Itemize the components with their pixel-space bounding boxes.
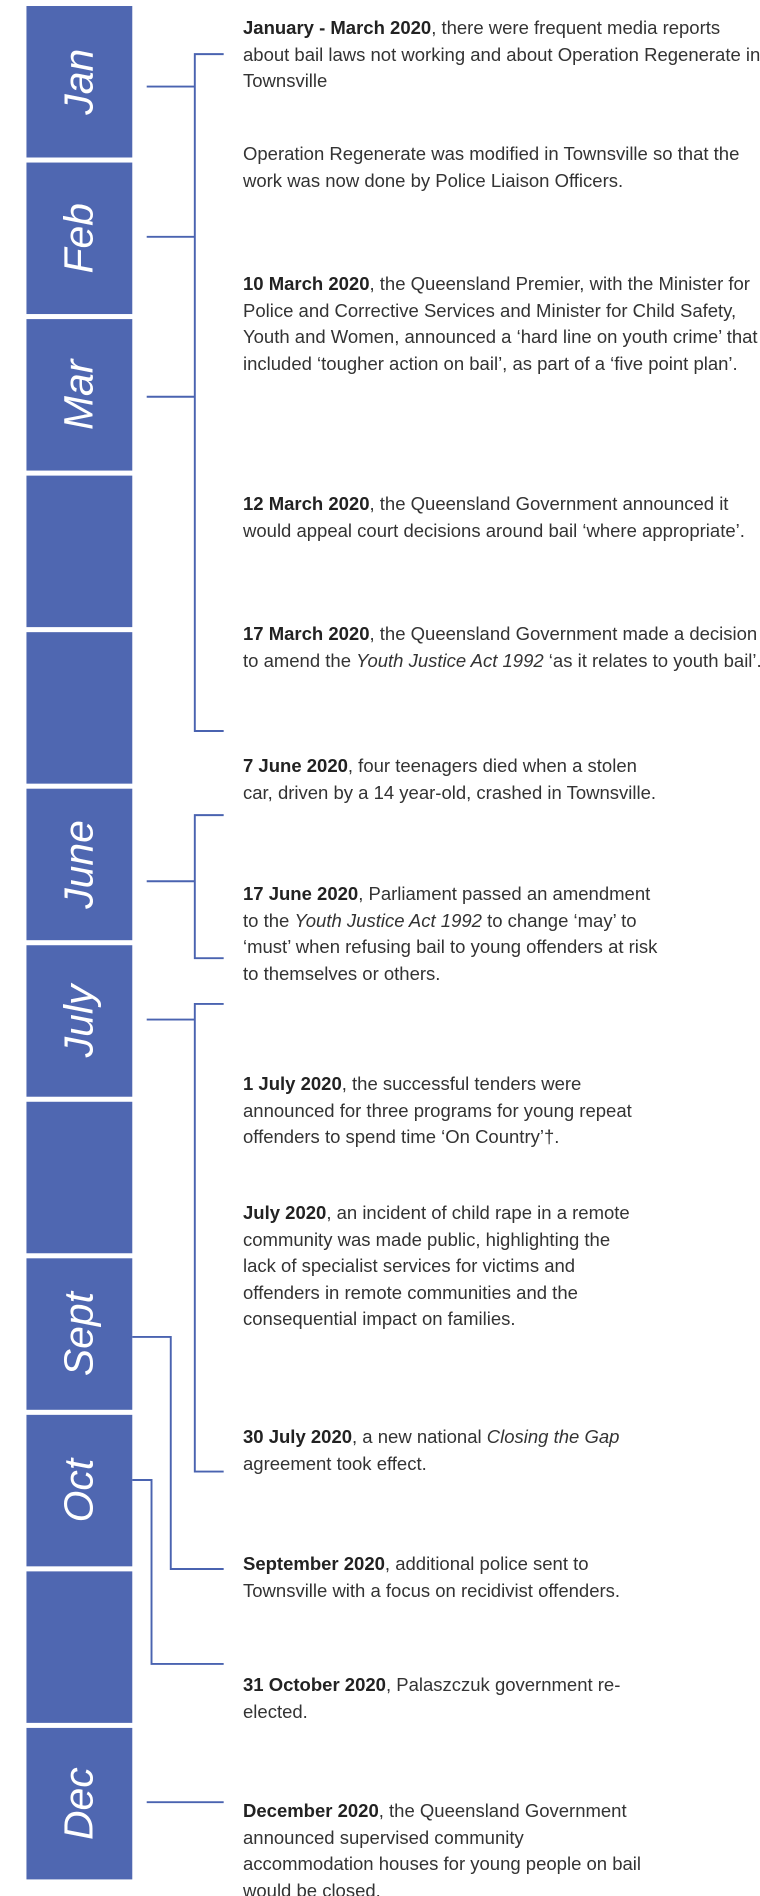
event-title-italic: Youth Justice Act 1992 bbox=[356, 649, 544, 671]
month-label: Sept bbox=[56, 1290, 102, 1376]
connector bbox=[132, 1335, 224, 1570]
event-entry: 1 July 2020, the successful tenders were… bbox=[243, 1071, 663, 1151]
month-block bbox=[26, 162, 133, 315]
event-text: , Parliament passed an amendment to the bbox=[243, 883, 651, 931]
month-label: June bbox=[56, 820, 102, 910]
connectors bbox=[132, 53, 224, 1804]
month-block bbox=[26, 1101, 133, 1254]
event-entry: Operation Regenerate was modified in Tow… bbox=[243, 141, 760, 194]
event-entry: January - March 2020, there were frequen… bbox=[243, 15, 760, 95]
event-text: , the successful tenders were announced … bbox=[243, 1073, 632, 1147]
event-entry: 17 March 2020, the Queensland Government… bbox=[243, 621, 760, 674]
month-block bbox=[26, 475, 133, 628]
month-block bbox=[26, 1414, 133, 1567]
event-text: , the Queensland Government announced su… bbox=[243, 1800, 642, 1896]
event-entry: September 2020, additional police sent t… bbox=[243, 1551, 663, 1604]
event-text: , there were frequent media reports abou… bbox=[243, 17, 760, 91]
event-entry: 7 June 2020, four teenagers died when a … bbox=[243, 753, 663, 806]
month-label: Oct bbox=[56, 1457, 102, 1522]
month-block bbox=[26, 1727, 133, 1880]
event-entry: July 2020, an incident of child rape in … bbox=[243, 1200, 638, 1333]
event-date: 31 October 2020 bbox=[243, 1674, 386, 1695]
event-text: , additional police sent to Townsville w… bbox=[243, 1553, 621, 1601]
event-text: , Palaszczuk government re-elected. bbox=[243, 1674, 621, 1722]
month-block bbox=[26, 319, 133, 471]
event-title-italic: Youth Justice Act 1992 bbox=[294, 909, 482, 931]
bracket bbox=[146, 53, 224, 732]
month-column: Jan Feb Mar June July Sept Oct Dec bbox=[26, 6, 133, 1880]
event-date: 12 March 2020 bbox=[243, 493, 370, 514]
event-text: ‘as it relates to youth bail’. bbox=[543, 649, 760, 671]
month-block bbox=[26, 632, 133, 784]
month-block bbox=[26, 6, 133, 158]
event-text: , an incident of child rape in a remote … bbox=[243, 1202, 630, 1329]
event-entry: December 2020, the Queensland Government… bbox=[243, 1798, 643, 1896]
bracket bbox=[146, 1002, 224, 1473]
event-date: 17 June 2020 bbox=[243, 883, 359, 904]
month-label: Feb bbox=[56, 203, 102, 273]
event-text: to change ‘may’ to ‘must’ when refusing … bbox=[243, 909, 658, 984]
month-label: Jan bbox=[56, 49, 102, 116]
event-date: 10 March 2020 bbox=[243, 273, 370, 294]
month-block bbox=[26, 1571, 133, 1723]
month-block bbox=[26, 1258, 133, 1410]
event-text: , the Queensland Government announced it… bbox=[243, 493, 745, 541]
event-text: agreement took effect. bbox=[243, 1452, 427, 1474]
event-entry: 31 October 2020, Palaszczuk government r… bbox=[243, 1672, 663, 1725]
event-text: , a new national bbox=[352, 1426, 487, 1447]
event-entry: 30 July 2020, a new national Closing the… bbox=[243, 1424, 683, 1477]
month-block bbox=[26, 945, 133, 1097]
event-text: Operation Regenerate was modified in Tow… bbox=[243, 143, 740, 191]
event-date: January - March 2020 bbox=[243, 17, 432, 38]
month-label: Mar bbox=[56, 358, 102, 430]
month-label: July bbox=[56, 982, 102, 1058]
event-entry: 10 March 2020, the Queensland Premier, w… bbox=[243, 271, 760, 377]
event-text: , the Queensland Government made a decis… bbox=[243, 623, 758, 671]
event-date: December 2020 bbox=[243, 1800, 379, 1821]
event-date: 17 March 2020 bbox=[243, 623, 370, 644]
event-entry: 12 March 2020, the Queensland Government… bbox=[243, 491, 760, 544]
event-text: , the Queensland Premier, with the Minis… bbox=[243, 273, 758, 374]
event-date: 1 July 2020 bbox=[243, 1073, 342, 1094]
event-date: 30 July 2020 bbox=[243, 1426, 353, 1447]
month-label: Dec bbox=[56, 1767, 102, 1840]
event-text: , four teenagers died when a stolen car,… bbox=[243, 755, 657, 803]
bracket bbox=[146, 814, 224, 960]
event-date: September 2020 bbox=[243, 1553, 385, 1574]
event-date: 7 June 2020 bbox=[243, 755, 348, 776]
month-block bbox=[26, 788, 133, 941]
event-entry: 17 June 2020, Parliament passed an amend… bbox=[243, 881, 668, 987]
event-title-italic: Closing the Gap bbox=[486, 1426, 620, 1447]
connector bbox=[132, 1479, 224, 1665]
event-date: July 2020 bbox=[243, 1202, 327, 1223]
